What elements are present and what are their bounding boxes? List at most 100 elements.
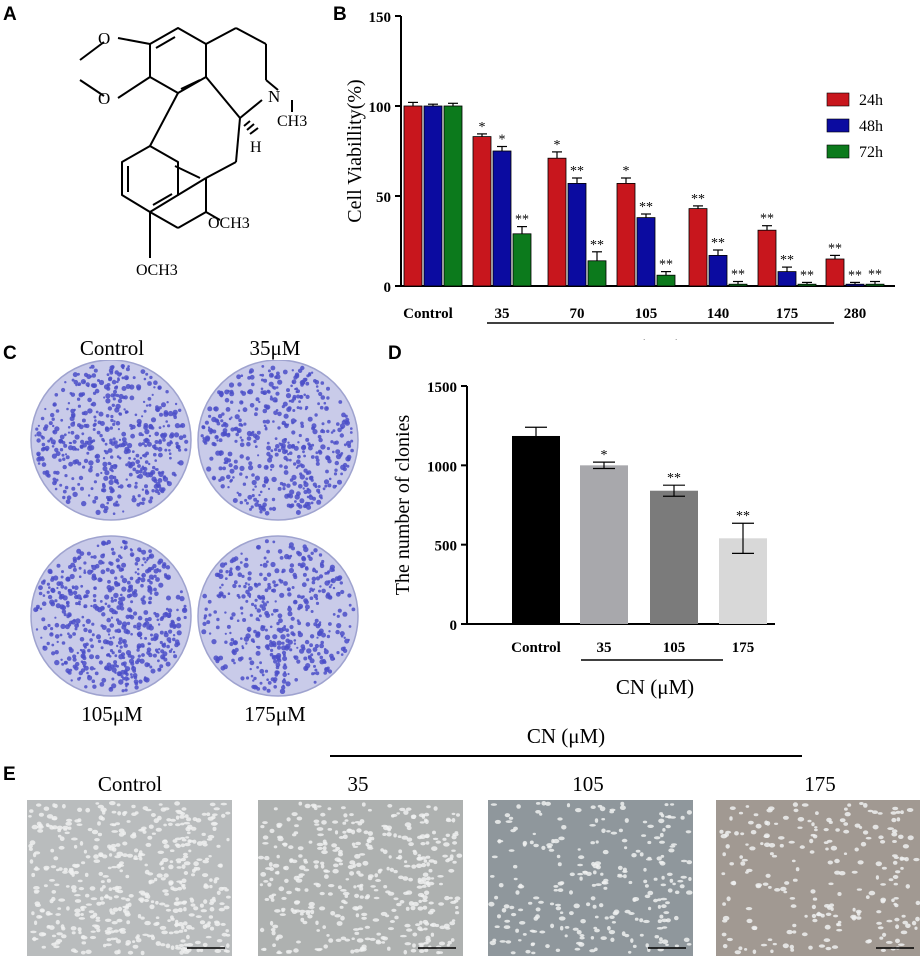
cell bbox=[545, 801, 551, 806]
colony-dot bbox=[109, 623, 115, 628]
colony-dot bbox=[266, 572, 272, 577]
cell bbox=[210, 821, 218, 826]
colony-dot bbox=[64, 586, 68, 590]
colony-dot bbox=[220, 665, 226, 671]
colony-dot bbox=[299, 498, 305, 504]
colony-dot bbox=[143, 466, 148, 472]
cell bbox=[654, 935, 660, 939]
cell bbox=[31, 872, 36, 878]
colony-dot bbox=[170, 432, 175, 437]
cell bbox=[553, 885, 559, 888]
colony-dot bbox=[95, 509, 101, 515]
cell bbox=[100, 880, 105, 884]
colony-dot bbox=[240, 374, 244, 377]
colony-dot bbox=[79, 648, 83, 652]
cell bbox=[859, 802, 864, 805]
colony-dot bbox=[59, 483, 63, 487]
colony-dot bbox=[264, 634, 271, 640]
colony-dot bbox=[337, 591, 341, 595]
colony-dot bbox=[144, 460, 149, 464]
colony-dot bbox=[310, 653, 314, 657]
bar-b bbox=[587, 260, 607, 287]
colony-dot bbox=[55, 478, 59, 482]
colony-dot bbox=[83, 604, 88, 609]
cell bbox=[36, 915, 42, 919]
colony-dot bbox=[319, 405, 324, 410]
colony-dot bbox=[151, 393, 154, 396]
colony-dot bbox=[248, 595, 251, 598]
cell bbox=[834, 858, 840, 864]
cell bbox=[322, 839, 327, 845]
cell bbox=[900, 930, 908, 935]
cell bbox=[332, 849, 339, 852]
colony-dot bbox=[148, 549, 153, 553]
colony-dot bbox=[263, 576, 268, 582]
colony-dot bbox=[305, 381, 310, 386]
colony-dot bbox=[144, 636, 148, 640]
cell bbox=[505, 820, 513, 823]
colony-dot bbox=[97, 577, 103, 583]
cell bbox=[148, 824, 154, 829]
colony-dot bbox=[290, 631, 295, 636]
bar-b bbox=[777, 271, 797, 287]
colony-dot bbox=[78, 676, 82, 680]
cell bbox=[674, 944, 680, 948]
cell bbox=[451, 812, 456, 816]
cell bbox=[519, 921, 526, 925]
colony-dot bbox=[125, 679, 128, 682]
colony-dot bbox=[76, 448, 80, 451]
cell bbox=[338, 862, 344, 866]
colony-dot bbox=[297, 630, 301, 635]
cell bbox=[792, 878, 798, 882]
colony-dot bbox=[130, 661, 135, 666]
colony-dot bbox=[66, 495, 72, 500]
cell bbox=[824, 924, 831, 930]
cell bbox=[100, 901, 105, 905]
colony-dot bbox=[247, 571, 252, 576]
colony-dot bbox=[254, 475, 260, 481]
cell bbox=[860, 841, 867, 847]
cell bbox=[443, 923, 450, 929]
colony-dot bbox=[157, 478, 163, 483]
colony-dot bbox=[266, 678, 269, 681]
cell bbox=[111, 865, 118, 869]
colony-dot bbox=[126, 448, 131, 454]
cell bbox=[501, 908, 507, 913]
cell bbox=[342, 834, 348, 839]
colony-dot bbox=[303, 468, 308, 473]
cell bbox=[667, 888, 673, 893]
colony-dot bbox=[72, 632, 76, 636]
colony-dot bbox=[293, 600, 298, 604]
cell bbox=[87, 827, 93, 832]
colony-plate bbox=[30, 535, 192, 697]
colony-dot bbox=[264, 539, 269, 544]
cell bbox=[358, 948, 364, 952]
cell bbox=[176, 866, 182, 869]
colony-dot bbox=[91, 373, 97, 378]
colony-dot bbox=[150, 417, 157, 423]
cell bbox=[91, 829, 99, 835]
significance-b: * bbox=[479, 120, 486, 135]
cell bbox=[423, 941, 429, 945]
cell bbox=[327, 892, 333, 896]
cell bbox=[206, 838, 213, 841]
colony-dot bbox=[207, 406, 213, 412]
colony-dot bbox=[117, 444, 120, 448]
cell bbox=[430, 922, 437, 927]
cell bbox=[408, 901, 414, 906]
colony-dot bbox=[153, 574, 157, 578]
cell bbox=[367, 808, 372, 812]
colony-dot bbox=[111, 379, 117, 385]
cell bbox=[422, 872, 429, 877]
cell bbox=[212, 826, 217, 831]
colony-dot bbox=[54, 659, 60, 666]
cell bbox=[81, 861, 86, 865]
cell bbox=[186, 831, 191, 835]
x-tick-label-d: Control bbox=[511, 640, 561, 656]
cell bbox=[451, 919, 456, 922]
colony-dot bbox=[61, 570, 64, 574]
colony-dot bbox=[94, 419, 97, 422]
colony-dot bbox=[237, 382, 242, 387]
cell bbox=[111, 830, 119, 833]
cell bbox=[406, 837, 413, 842]
